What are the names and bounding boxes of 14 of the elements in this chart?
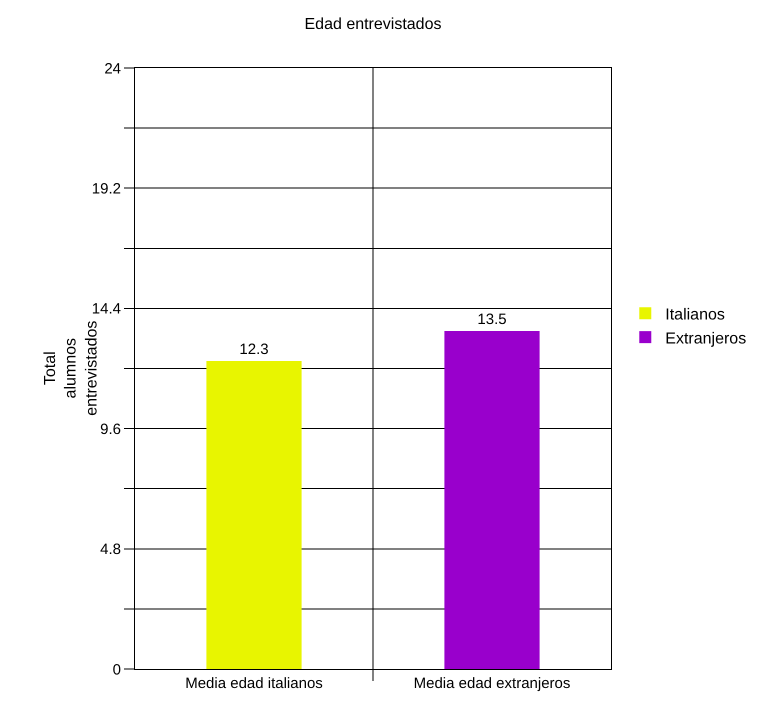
y-tick-label: 24 — [104, 60, 121, 78]
x-tick-label: Media edad italianos — [185, 675, 323, 692]
data-label: 12.3 — [239, 340, 269, 358]
y-axis-title: Total alumnos entrevistados — [42, 320, 100, 416]
y-tick-label: 14.4 — [92, 300, 121, 318]
legend-label: Extranjeros — [665, 330, 746, 348]
y-tick-label: 19.2 — [92, 180, 121, 198]
y-tick-label: 0 — [112, 661, 121, 678]
legend-label: Italianos — [665, 306, 725, 324]
chart-title: Edad entrevistados — [304, 16, 442, 33]
y-tick-label: 4.8 — [100, 541, 121, 558]
y-tick-label: 9.6 — [100, 420, 121, 438]
data-label: 13.5 — [477, 310, 507, 328]
x-tick-label: Media edad extranjeros — [414, 675, 570, 692]
